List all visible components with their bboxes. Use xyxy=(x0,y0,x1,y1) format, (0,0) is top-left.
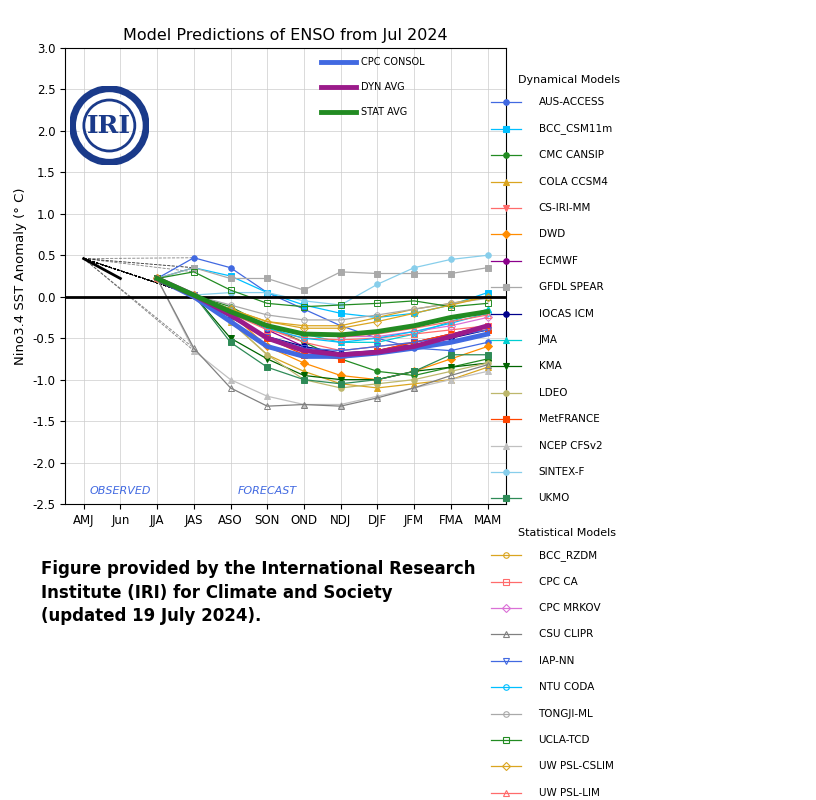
Text: UW PSL-LIM: UW PSL-LIM xyxy=(539,788,600,798)
Title: Model Predictions of ENSO from Jul 2024: Model Predictions of ENSO from Jul 2024 xyxy=(123,28,448,42)
Text: DWD: DWD xyxy=(539,230,565,239)
Text: CPC CONSOL: CPC CONSOL xyxy=(361,57,424,66)
Text: GFDL SPEAR: GFDL SPEAR xyxy=(539,282,603,292)
Text: CMC CANSIP: CMC CANSIP xyxy=(539,150,604,160)
Text: Figure provided by the International Research
Institute (IRI) for Climate and So: Figure provided by the International Res… xyxy=(41,560,475,626)
Text: CSU CLIPR: CSU CLIPR xyxy=(539,630,592,639)
Text: MetFRANCE: MetFRANCE xyxy=(539,414,599,424)
Text: JMA: JMA xyxy=(539,335,557,345)
Text: UW PSL-CSLIM: UW PSL-CSLIM xyxy=(539,762,614,771)
Text: UCLA-TCD: UCLA-TCD xyxy=(539,735,590,745)
Text: BCC_RZDM: BCC_RZDM xyxy=(539,550,596,561)
Text: STAT AVG: STAT AVG xyxy=(361,107,406,117)
Text: LDEO: LDEO xyxy=(539,388,567,398)
Text: FORECAST: FORECAST xyxy=(237,486,297,496)
Y-axis label: Nino3.4 SST Anomaly (° C): Nino3.4 SST Anomaly (° C) xyxy=(14,187,27,365)
Text: BCC_CSM11m: BCC_CSM11m xyxy=(539,123,612,134)
Text: CPC CA: CPC CA xyxy=(539,577,577,586)
Text: OBSERVED: OBSERVED xyxy=(90,486,151,496)
Text: NTU CODA: NTU CODA xyxy=(539,682,594,692)
Text: AUS-ACCESS: AUS-ACCESS xyxy=(539,98,605,107)
Text: CPC MRKOV: CPC MRKOV xyxy=(539,603,601,613)
Text: Dynamical Models: Dynamical Models xyxy=(518,75,620,85)
Text: Statistical Models: Statistical Models xyxy=(518,528,616,538)
Text: NCEP CFSv2: NCEP CFSv2 xyxy=(539,441,602,450)
Text: ECMWF: ECMWF xyxy=(539,256,578,266)
Text: DYN AVG: DYN AVG xyxy=(361,82,404,92)
Text: IOCAS ICM: IOCAS ICM xyxy=(539,309,593,318)
Text: COLA CCSM4: COLA CCSM4 xyxy=(539,177,607,186)
Text: TONGJI-ML: TONGJI-ML xyxy=(539,709,593,718)
Text: UKMO: UKMO xyxy=(539,494,570,503)
Text: KMA: KMA xyxy=(539,362,561,371)
Text: SINTEX-F: SINTEX-F xyxy=(539,467,585,477)
Text: IAP-NN: IAP-NN xyxy=(539,656,574,666)
Text: CS-IRI-MM: CS-IRI-MM xyxy=(539,203,591,213)
